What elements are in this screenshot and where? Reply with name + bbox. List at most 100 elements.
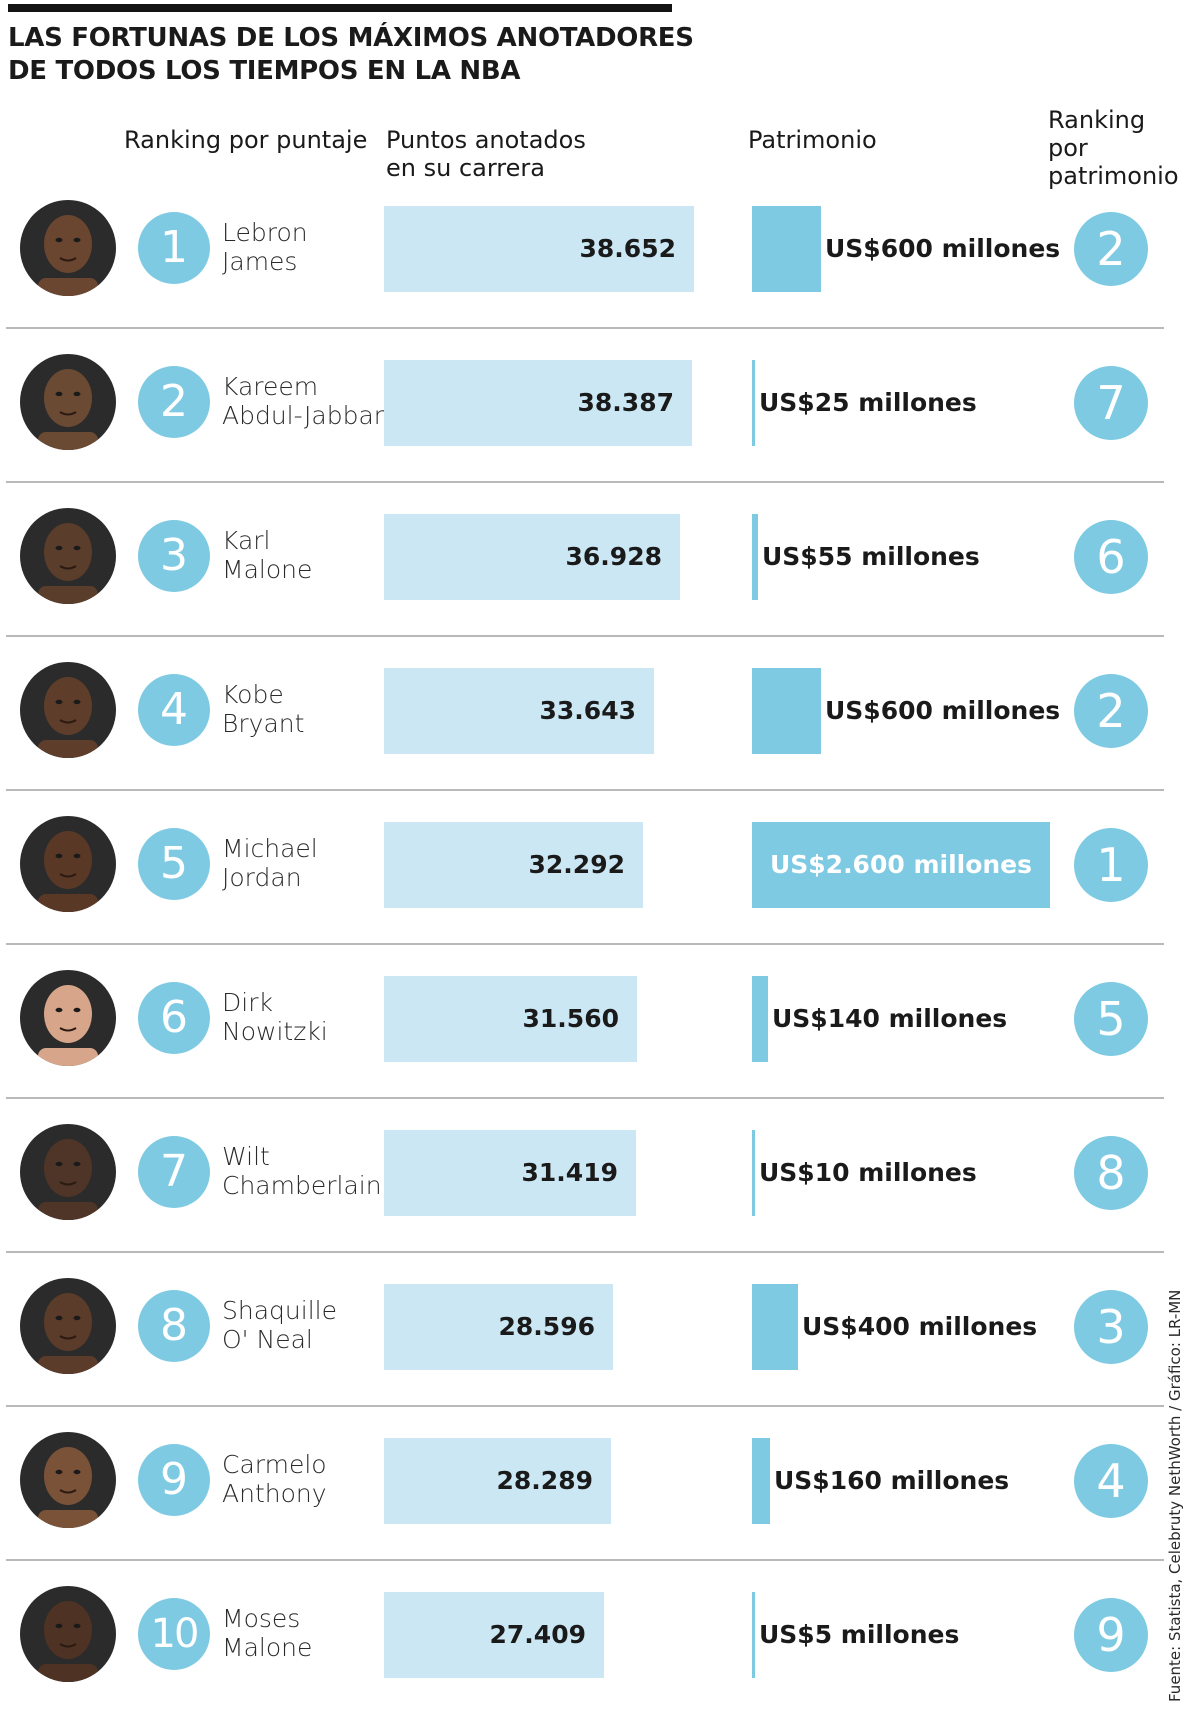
points-label: 38.652	[579, 234, 676, 263]
player-name: Shaquille O' Neal	[222, 1296, 337, 1354]
header-ranking-patrimonio-line-3: patrimonio	[1048, 162, 1179, 190]
player-first-name: Kareem	[222, 372, 319, 401]
chart-title: LAS FORTUNAS DE LOS MÁXIMOS ANOTADORES D…	[8, 22, 728, 88]
wealth-rank-badge: 3	[1074, 1290, 1148, 1364]
player-last-name: Abdul-Jabbar	[222, 401, 385, 430]
table-row: 2 Kareem Abdul-Jabbar 38.387 US$25 millones 7	[0, 344, 1170, 498]
points-bar: 28.289	[384, 1438, 611, 1524]
player-photo	[20, 508, 116, 604]
table-row: 5 Michael Jordan 32.292 US$2.600 millones 1	[0, 806, 1170, 960]
top-rule	[8, 4, 672, 12]
points-bar: 27.409	[384, 1592, 604, 1678]
points-label: 36.928	[565, 542, 662, 571]
rank-badge: 7	[138, 1136, 210, 1208]
player-name: Carmelo Anthony	[222, 1450, 327, 1508]
player-name: Michael Jordan	[222, 834, 318, 892]
player-photo	[20, 354, 116, 450]
points-bar: 32.292	[384, 822, 643, 908]
row-divider	[6, 943, 1164, 945]
wealth-bar	[752, 206, 821, 292]
player-photo	[20, 662, 116, 758]
player-photo	[20, 1278, 116, 1374]
table-row: 10 Moses Malone 27.409 US$5 millones 9	[0, 1576, 1170, 1730]
points-label: 27.409	[489, 1620, 586, 1649]
rank-badge: 9	[138, 1444, 210, 1516]
points-label: 31.560	[522, 1004, 619, 1033]
wealth-bar	[752, 1592, 755, 1678]
player-name: Wilt Chamberlain	[222, 1142, 382, 1200]
wealth-label: US$400 millones	[802, 1312, 1038, 1341]
player-first-name: Moses	[222, 1604, 301, 1633]
wealth-bar	[752, 1130, 755, 1216]
header-ranking-puntaje: Ranking por puntaje	[124, 126, 368, 154]
points-label: 28.289	[496, 1466, 593, 1495]
header-patrimonio: Patrimonio	[748, 126, 877, 154]
wealth-label: US$5 millones	[759, 1620, 960, 1649]
wealth-label: US$160 millones	[774, 1466, 1010, 1495]
player-name: Lebron James	[222, 218, 308, 276]
wealth-bar	[752, 1438, 770, 1524]
wealth-bar	[752, 976, 768, 1062]
points-label: 33.643	[539, 696, 636, 725]
points-label: 38.387	[577, 388, 674, 417]
table-row: 6 Dirk Nowitzki 31.560 US$140 millones 5	[0, 960, 1170, 1114]
player-first-name: Lebron	[222, 218, 308, 247]
player-photo	[20, 1432, 116, 1528]
player-last-name: Anthony	[222, 1479, 327, 1508]
row-divider	[6, 1251, 1164, 1253]
player-first-name: Wilt	[222, 1142, 270, 1171]
header-puntos-line-2: en su carrera	[386, 154, 545, 182]
chart-title-line-2: DE TODOS LOS TIEMPOS EN LA NBA	[8, 56, 521, 86]
wealth-label: US$10 millones	[759, 1158, 977, 1187]
wealth-rank-badge: 4	[1074, 1444, 1148, 1518]
player-first-name: Carmelo	[222, 1450, 327, 1479]
player-last-name: Malone	[222, 555, 313, 584]
wealth-rank-badge: 8	[1074, 1136, 1148, 1210]
player-photo	[20, 970, 116, 1066]
wealth-rank-badge: 2	[1074, 212, 1148, 286]
wealth-rank-badge: 6	[1074, 520, 1148, 594]
player-last-name: Chamberlain	[222, 1171, 382, 1200]
wealth-bar	[752, 668, 821, 754]
points-label: 32.292	[528, 850, 625, 879]
player-photo	[20, 1124, 116, 1220]
player-last-name: Jordan	[222, 863, 302, 892]
player-first-name: Karl	[222, 526, 271, 555]
wealth-bar	[752, 822, 1050, 908]
player-last-name: James	[222, 247, 298, 276]
table-row: 4 Kobe Bryant 33.643 US$600 millones 2	[0, 652, 1170, 806]
row-divider	[6, 789, 1164, 791]
rank-badge: 3	[138, 520, 210, 592]
player-name: Kareem Abdul-Jabbar	[222, 372, 384, 430]
rank-badge: 10	[138, 1598, 210, 1670]
wealth-bar	[752, 514, 758, 600]
player-first-name: Shaquille	[222, 1296, 337, 1325]
source-note: Fuente: Statista, Celebruty NethWorth / …	[1166, 1289, 1184, 1702]
table-row: 1 Lebron James 38.652 US$600 millones 2	[0, 190, 1170, 344]
row-divider	[6, 481, 1164, 483]
points-bar: 31.560	[384, 976, 637, 1062]
points-bar: 38.387	[384, 360, 692, 446]
player-last-name: Nowitzki	[222, 1017, 328, 1046]
table-row: 7 Wilt Chamberlain 31.419 US$10 millones 8	[0, 1114, 1170, 1268]
row-divider	[6, 1097, 1164, 1099]
row-divider	[6, 635, 1164, 637]
row-divider	[6, 1405, 1164, 1407]
wealth-rank-badge: 9	[1074, 1598, 1148, 1672]
rank-badge: 8	[138, 1290, 210, 1362]
header-ranking-patrimonio-line-2: por	[1048, 134, 1088, 162]
wealth-rank-badge: 2	[1074, 674, 1148, 748]
rank-badge: 6	[138, 982, 210, 1054]
rank-badge: 5	[138, 828, 210, 900]
player-photo	[20, 200, 116, 296]
wealth-label: US$55 millones	[762, 542, 980, 571]
header-ranking-patrimonio-line-1: Ranking	[1048, 106, 1146, 134]
points-bar: 28.596	[384, 1284, 613, 1370]
row-divider	[6, 1559, 1164, 1561]
rank-badge: 2	[138, 366, 210, 438]
player-last-name: Malone	[222, 1633, 313, 1662]
player-photo	[20, 1586, 116, 1682]
player-first-name: Michael	[222, 834, 318, 863]
player-name: Karl Malone	[222, 526, 312, 584]
points-bar: 31.419	[384, 1130, 636, 1216]
